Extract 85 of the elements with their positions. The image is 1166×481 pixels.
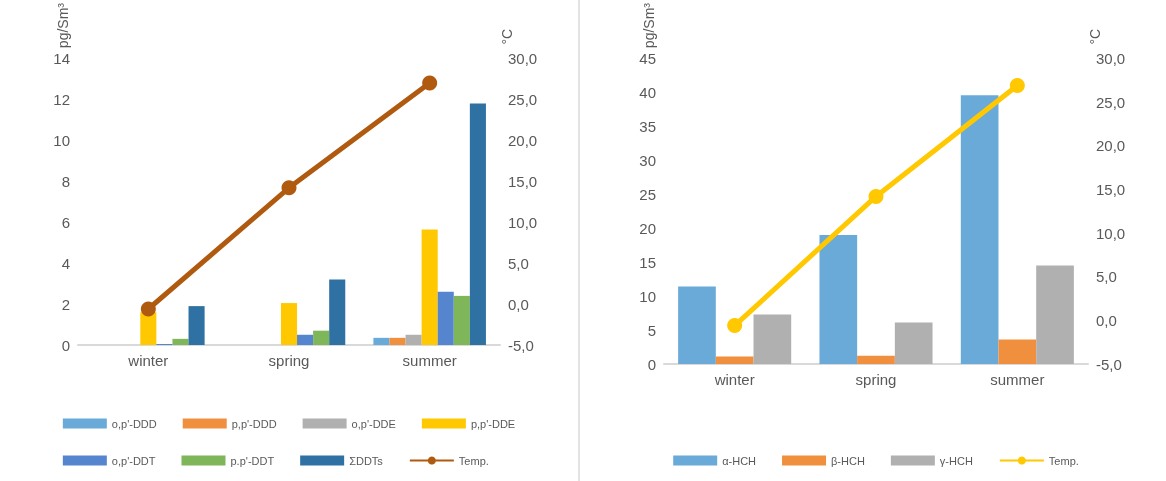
- legend-label: ΣDDTs: [349, 454, 384, 467]
- y2-tick-label: 15,0: [1096, 180, 1126, 198]
- bar: [1036, 265, 1074, 364]
- point: [140, 301, 156, 317]
- legend-label: p,p'-DDE: [470, 417, 516, 430]
- y2-tick-label: 10,0: [1096, 224, 1126, 242]
- x-tick-label: winter: [127, 352, 169, 369]
- legend-label: p,p'-DDD: [231, 417, 277, 430]
- bar: [188, 306, 205, 345]
- y2-tick-label: 5,0: [508, 254, 529, 272]
- y-tick-label: 4: [61, 254, 70, 272]
- y-axis-title: pg/Sm³: [55, 2, 71, 49]
- y2-tick-label: 5,0: [1096, 268, 1117, 286]
- bar: [715, 356, 754, 364]
- legend-label: o,p'-DDD: [111, 417, 157, 430]
- y2-tick-label: 25,0: [1096, 93, 1126, 111]
- legend-label: α-HCH: [722, 454, 757, 467]
- bar: [469, 103, 486, 345]
- bar: [389, 337, 406, 345]
- y2-tick-label: 10,0: [508, 213, 538, 231]
- legend-label: Temp.: [458, 454, 489, 467]
- x-tick-label: summer: [990, 371, 1045, 388]
- y2-tick-label: -5,0: [508, 336, 534, 354]
- y-tick-label: 2: [61, 295, 70, 313]
- bar: [753, 314, 792, 364]
- bar: [437, 291, 454, 345]
- y-tick-label: 25: [639, 185, 656, 203]
- y2-tick-label: 0,0: [508, 295, 529, 313]
- y2-axis-title: °C: [1087, 28, 1103, 45]
- y-tick-label: 10: [639, 287, 656, 305]
- y-axis-title: pg/Sm³: [641, 2, 657, 49]
- y-tick-label: 15: [639, 253, 656, 271]
- x-tick-label: spring: [855, 371, 897, 388]
- bar: [453, 295, 470, 345]
- y-tick-label: 12: [53, 90, 70, 108]
- y-tick-label: 0: [61, 336, 70, 354]
- y2-tick-label: 30,0: [1096, 50, 1126, 68]
- y-tick-label: 6: [61, 213, 70, 231]
- point: [727, 318, 743, 334]
- bar: [998, 339, 1037, 364]
- bar: [313, 330, 330, 345]
- y2-tick-label: -5,0: [1096, 355, 1122, 373]
- y2-tick-label: 30,0: [508, 50, 538, 68]
- y-tick-label: 35: [639, 117, 656, 135]
- point: [422, 75, 438, 91]
- bar: [819, 235, 858, 364]
- legend-label: o,p'-DDE: [351, 417, 396, 430]
- bar: [678, 286, 716, 364]
- x-tick-label: summer: [402, 352, 457, 369]
- bar: [172, 338, 189, 345]
- bar: [857, 355, 895, 364]
- bar: [280, 303, 298, 345]
- y-tick-label: 0: [647, 355, 656, 373]
- y-tick-label: 20: [639, 219, 656, 237]
- bar: [373, 337, 390, 345]
- y-tick-label: 5: [647, 321, 656, 339]
- y2-tick-label: 20,0: [1096, 137, 1126, 155]
- legend-label: o,p'-DDT: [111, 454, 156, 467]
- x-tick-label: winter: [713, 371, 755, 388]
- x-tick-label: spring: [268, 352, 310, 369]
- bar: [421, 229, 438, 345]
- y-tick-label: 8: [61, 172, 70, 190]
- point: [868, 188, 884, 204]
- point: [281, 180, 297, 196]
- bar: [894, 322, 933, 364]
- legend-label: Temp.: [1048, 454, 1079, 467]
- bar: [329, 279, 346, 345]
- y-tick-label: 40: [639, 83, 656, 101]
- point: [1009, 78, 1025, 94]
- legend-label: γ-HCH: [939, 454, 973, 467]
- bar: [297, 334, 314, 345]
- y2-tick-label: 25,0: [508, 90, 538, 108]
- bar: [140, 312, 157, 345]
- y2-tick-label: 0,0: [1096, 311, 1117, 329]
- legend-label: β-HCH: [831, 454, 865, 467]
- bar: [960, 95, 999, 364]
- y-tick-label: 45: [639, 50, 656, 68]
- y-tick-label: 10: [53, 131, 70, 149]
- y2-tick-label: 15,0: [508, 172, 538, 190]
- y-tick-label: 30: [639, 151, 656, 169]
- bar: [405, 334, 422, 345]
- y2-axis-title: °C: [499, 28, 515, 45]
- y2-tick-label: 20,0: [508, 131, 538, 149]
- legend-label: p.p'-DDT: [230, 454, 275, 467]
- y-tick-label: 14: [53, 50, 70, 68]
